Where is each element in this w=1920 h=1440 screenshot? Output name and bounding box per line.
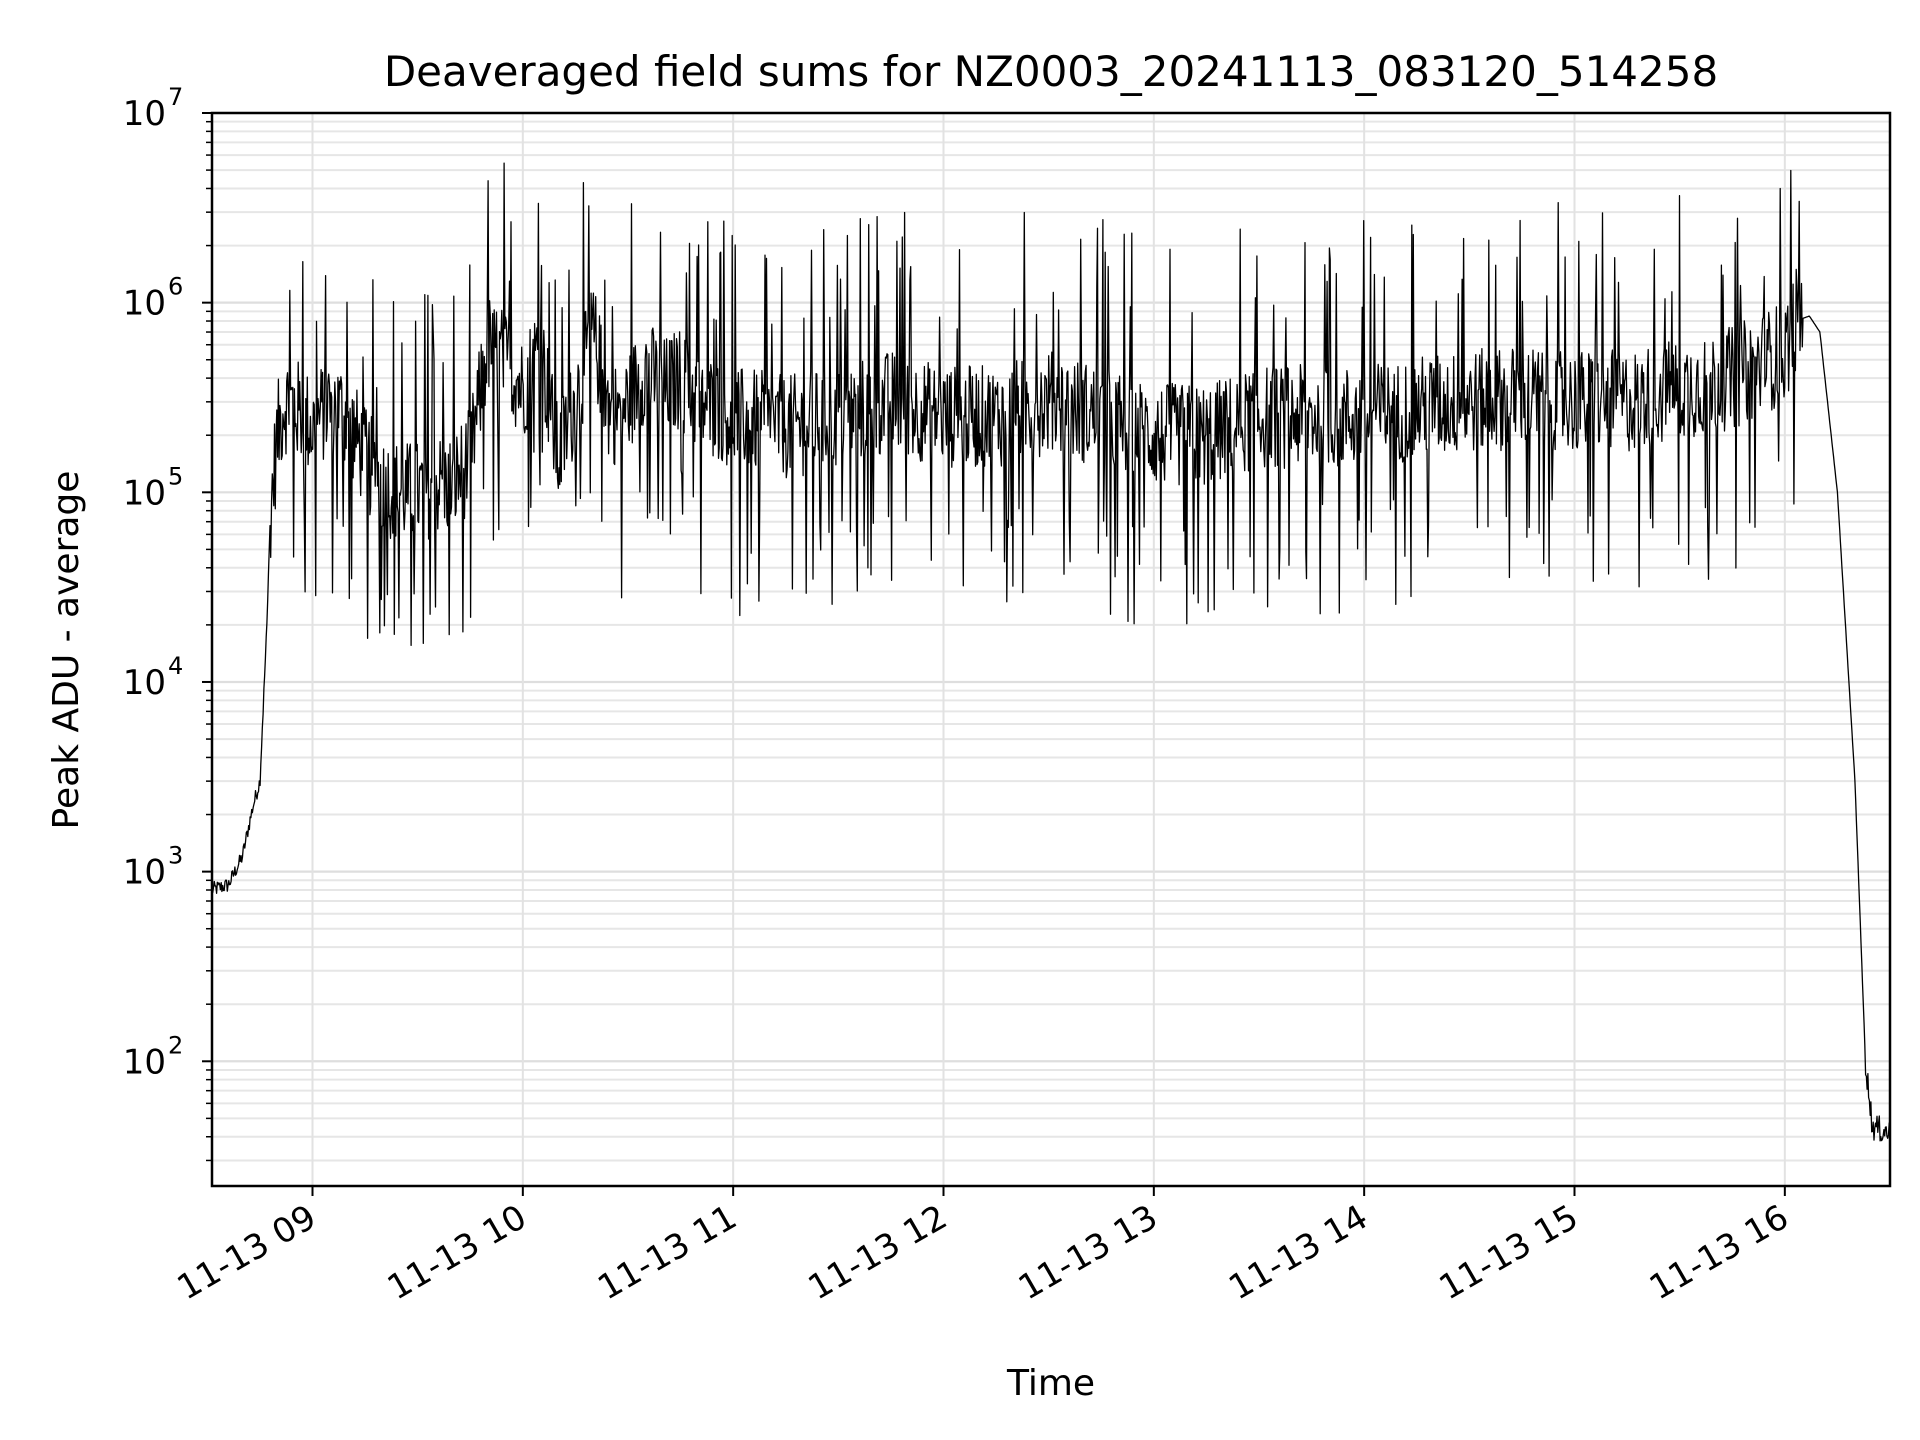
plot-frame [210, 111, 1892, 1188]
y-tick-label: 10 [123, 284, 166, 324]
y-tick-label: 10 [123, 94, 166, 134]
y-tick-exponent: 3 [168, 842, 183, 870]
series-line [211, 162, 1891, 1142]
y-axis-label: Peak ADU - average [46, 471, 87, 830]
y-tick-exponent: 7 [168, 83, 183, 111]
grid [212, 111, 1890, 1186]
y-tick-exponent: 5 [168, 462, 183, 490]
chart-title: Deaveraged field sums for NZ0003_2024111… [384, 47, 1718, 96]
y-tick-label: 10 [123, 1042, 166, 1082]
y-tick-label: 10 [123, 663, 166, 703]
y-tick-exponent: 2 [168, 1031, 183, 1059]
y-tick-label: 10 [123, 473, 166, 513]
x-axis-label: Time [1006, 1363, 1095, 1404]
y-tick-exponent: 4 [168, 652, 183, 680]
plot-area [211, 162, 1891, 1142]
y-tick-label: 10 [123, 853, 166, 893]
y-tick-exponent: 6 [168, 273, 183, 301]
